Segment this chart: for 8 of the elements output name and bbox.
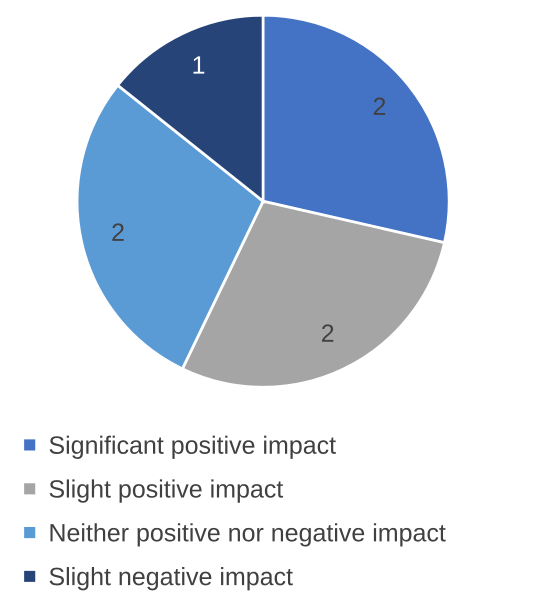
legend-label: Significant positive impact (50, 436, 336, 459)
legend-label: Slight negative impact (50, 567, 293, 590)
data-label: 2 (374, 97, 386, 115)
data-label: 1 (193, 56, 204, 74)
legend-label: Neither positive nor negative impact (50, 523, 446, 547)
data-label: 2 (322, 324, 334, 342)
legend-label: Slight positive impact (50, 479, 284, 503)
data-label: 2 (112, 223, 124, 241)
